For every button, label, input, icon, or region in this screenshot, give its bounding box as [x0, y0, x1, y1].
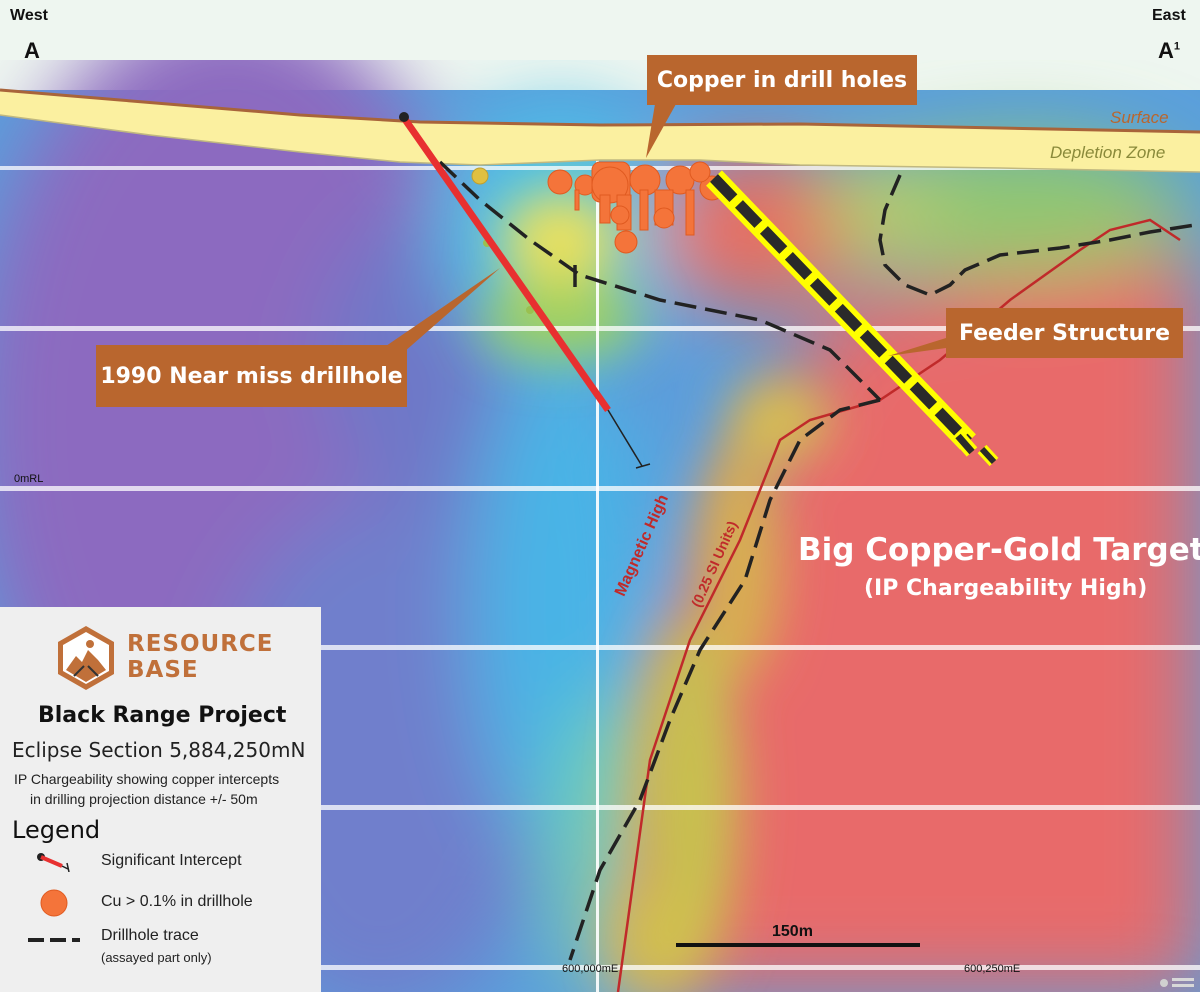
target-title: Big Copper-Gold Target [798, 532, 1200, 568]
copper-intercepts [471, 161, 725, 314]
significant-intercept-icon [37, 853, 70, 872]
legend-title: Legend [12, 816, 101, 844]
description-line-1: IP Chargeability showing copper intercep… [14, 771, 280, 787]
brand-name-line-1: RESOURCE [127, 631, 274, 657]
copper-dot-icon [40, 889, 68, 917]
feeder-callout: Feeder Structure [946, 308, 1183, 358]
section-end-label: A1 [1158, 38, 1180, 64]
legend-item-drillhole-trace-note: (assayed part only) [101, 950, 212, 965]
west-label: West [10, 7, 48, 24]
depletion-zone-label: Depletion Zone [1050, 143, 1166, 162]
copyright-mark [1160, 978, 1194, 987]
surface-line [0, 88, 1200, 134]
near-miss-drillhole [399, 112, 651, 469]
target-subtitle: (IP Chargeability High) [864, 576, 1148, 601]
brand-name-line-2: BASE [127, 657, 199, 683]
project-title: Black Range Project [38, 703, 287, 728]
section-end-superscript: 1 [1173, 40, 1181, 53]
resource-base-logo-icon [58, 626, 114, 690]
mrl-label: 0mRL [14, 473, 44, 485]
legend-item-significant-intercept: Significant Intercept [101, 852, 242, 869]
interpreted-structure-traces [438, 160, 1196, 961]
drillhole-trace-icon [28, 938, 80, 942]
legend-item-copper: Cu > 0.1% in drillhole [101, 893, 253, 910]
easting-gridline [596, 160, 599, 992]
copper-callout: Copper in drill holes [647, 55, 917, 105]
legend-item-drillhole-trace: Drillhole trace [101, 927, 199, 944]
legend-panel: RESOURCE BASE Black Range Project Eclips… [0, 607, 321, 992]
callout-pointers [386, 104, 946, 356]
feeder-structure-hole [706, 170, 976, 450]
near-miss-callout: 1990 Near miss drillhole [96, 345, 407, 407]
feeder-hole-tail [952, 431, 999, 467]
section-start-label: A [24, 38, 40, 63]
easting-label-600000: 600,000mE [562, 963, 619, 975]
depletion-base-line [0, 114, 1200, 173]
surface-label: Surface [1110, 108, 1169, 127]
scale-bar-label: 150m [772, 923, 813, 940]
east-label: East [1152, 7, 1186, 24]
section-end-letter: A [1158, 38, 1174, 63]
description-line-2: in drilling projection distance +/- 50m [30, 791, 258, 807]
easting-label-600250: 600,250mE [964, 963, 1021, 975]
section-title: Eclipse Section 5,884,250mN [12, 738, 306, 762]
